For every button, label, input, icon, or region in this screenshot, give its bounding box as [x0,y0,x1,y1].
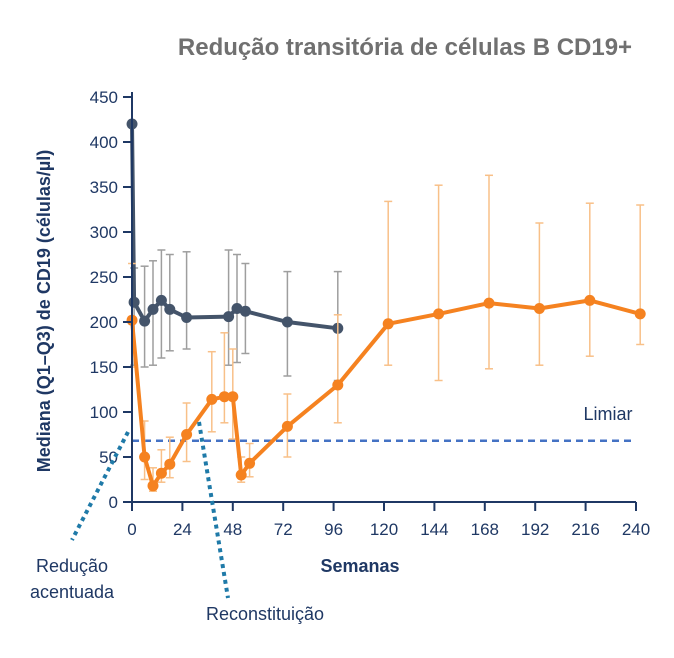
x-tick-label-0: 0 [127,520,136,539]
series-0-point-2 [139,315,151,327]
x-tick-label-10: 240 [622,520,650,539]
series-1 [126,174,646,492]
series-1-point-6 [206,393,218,405]
series-1-errorbars [128,174,645,492]
series-0-point-10 [281,316,293,328]
series-0-point-1 [128,296,140,308]
series-1-point-15 [483,297,495,309]
series-group [126,118,646,492]
y-tick-label-1: 50 [99,448,118,467]
y-tick-label-8: 400 [90,133,118,152]
y-tick-label-7: 350 [90,178,118,197]
series-0-point-3 [147,303,159,315]
series-0-errorbars [130,249,342,382]
series-1-point-7 [218,391,230,403]
y-tick-label-6: 300 [90,223,118,242]
x-axis-label: Semanas [320,556,399,576]
x-tick-labels: 0 24 48 72 96 120 144 168 192 216 240 [127,520,650,539]
series-0-point-9 [239,305,251,317]
series-0-point-8 [231,303,243,314]
annotation-reconstituicao: Reconstituição [206,604,324,624]
x-tick-label-9: 216 [571,520,599,539]
axes [123,92,637,511]
x-tick-label-5: 120 [370,520,398,539]
threshold-label: Limiar [583,404,632,424]
series-1-point-5 [181,429,193,440]
chart-title: Redução transitória de células B CD19+ [178,34,632,61]
series-1-point-13 [382,318,394,330]
x-tick-label-2: 48 [223,520,242,539]
series-1-point-8 [227,391,239,403]
series-1-point-10 [244,457,256,469]
y-tick-label-0: 0 [109,493,118,512]
series-0-point-5 [164,303,176,315]
annotation-reducao-line1: Redução [36,556,108,576]
series-1-point-18 [634,308,646,320]
series-1-point-9 [235,469,247,481]
x-tick-label-8: 192 [521,520,549,539]
series-1-point-11 [281,420,293,432]
y-tick-label-2: 100 [90,403,118,422]
y-axis-label: Mediana (Q1–Q3) de CD19 (células/µl) [34,150,54,472]
y-tick-label-5: 250 [90,268,118,287]
series-1-point-3 [155,467,167,479]
series-1-point-4 [164,458,176,470]
series-0-point-4 [155,294,167,306]
series-1-point-16 [533,303,545,314]
series-0-point-7 [223,311,235,323]
x-tick-label-6: 144 [420,520,448,539]
annotation-reducao-line2: acentuada [30,582,115,602]
reconstituicao-pointer [197,421,230,599]
series-0-point-6 [181,312,193,323]
series-1-point-1 [139,451,151,463]
y-tick-label-3: 150 [90,358,118,377]
x-tick-label-4: 96 [324,520,343,539]
series-1-point-12 [332,379,344,391]
x-tick-label-7: 168 [471,520,499,539]
series-1-point-17 [584,294,596,306]
series-0 [126,118,344,382]
series-1-point-14 [433,308,445,320]
annotations: Redução acentuada Reconstituição [30,421,324,624]
x-tick-label-1: 24 [173,520,192,539]
x-tick-label-3: 72 [274,520,293,539]
y-tick-label-4: 200 [90,313,118,332]
y-tick-labels: 0 50 100 150 200 250 300 350 400 450 [90,88,118,512]
series-1-point-2 [147,480,159,492]
y-tick-label-9: 450 [90,88,118,107]
